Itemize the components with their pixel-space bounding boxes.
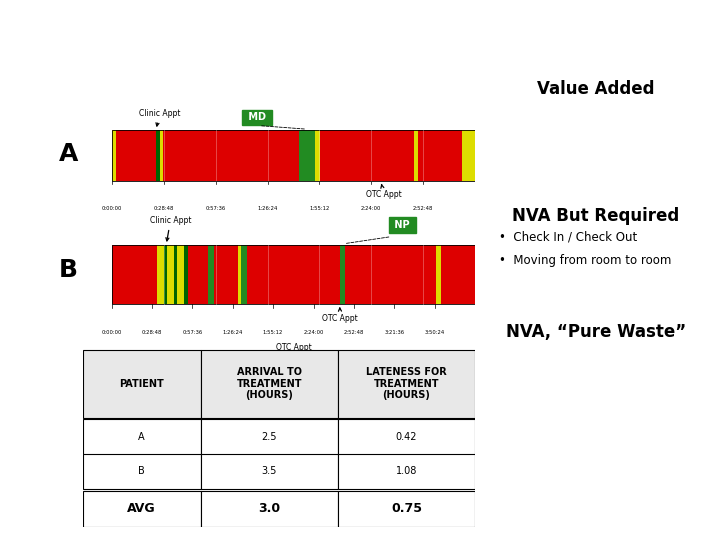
Text: 2.5: 2.5 [261,432,277,442]
Text: PATIENT: PATIENT [120,379,164,389]
Bar [214,245,238,304]
Bar [338,349,475,418]
Text: 0:28:48: 0:28:48 [153,206,174,211]
Text: 0.75: 0.75 [391,502,422,515]
Bar [247,245,340,304]
Text: OTC Appt: OTC Appt [366,185,402,199]
Bar [112,245,475,304]
Text: •  Moving from room to room: • Moving from room to room [499,253,672,267]
Text: 0:28:48: 0:28:48 [142,330,162,335]
Bar [207,245,214,304]
Bar [441,245,475,304]
Bar [156,130,158,181]
Bar [163,245,167,304]
Text: A: A [59,142,78,166]
Text: AVG: AVG [127,502,156,515]
Text: 1:26:24: 1:26:24 [222,330,243,335]
Text: 3:21:36: 3:21:36 [384,330,405,335]
Bar [241,245,247,304]
Bar [238,245,241,304]
Text: 3:50:24: 3:50:24 [425,330,445,335]
Text: 0:00:00: 0:00:00 [102,206,122,211]
Bar [436,245,441,304]
Bar [83,349,201,418]
Text: •  Needle into Port: • Needle into Port [499,148,608,162]
Text: NP: NP [392,220,413,230]
Bar [462,130,475,181]
Text: B: B [59,258,78,282]
Bar [414,130,418,181]
Text: 3.0: 3.0 [258,502,280,515]
Bar [320,130,414,181]
Text: •  MD consult: • MD consult [499,128,580,141]
Text: 2:24:00: 2:24:00 [361,206,382,211]
Text: 0:57:36: 0:57:36 [182,330,202,335]
Text: Clinic Appt: Clinic Appt [139,109,181,126]
Bar [188,245,207,304]
Text: B: B [138,467,145,476]
Text: •  Waiting for Check In: • Waiting for Check In [499,348,633,361]
Text: LATENESS FOR
TREATMENT
(HOURS): LATENESS FOR TREATMENT (HOURS) [366,367,447,400]
Text: Clinic Appt: Clinic Appt [150,216,192,241]
Text: 1:55:12: 1:55:12 [309,206,330,211]
Text: •  Waiting for Treatment: • Waiting for Treatment [499,390,642,403]
Bar [163,130,299,181]
Bar [167,245,174,304]
Bar [112,130,116,181]
Bar [157,245,163,304]
Bar [338,491,475,526]
Text: 0:57:36: 0:57:36 [205,206,225,211]
Bar [83,420,201,455]
Text: A: A [138,432,145,442]
Bar [112,245,157,304]
Bar [160,130,163,181]
Text: NVA, “Pure Waste”: NVA, “Pure Waste” [505,323,686,341]
Text: OTC Appt: OTC Appt [276,343,311,352]
Bar [201,454,338,489]
Bar [158,130,160,181]
Bar [177,245,184,304]
Text: NVA But Required: NVA But Required [512,207,680,225]
Text: 0.42: 0.42 [396,432,418,442]
Text: Value Added: Value Added [537,80,654,98]
Text: 1.08: 1.08 [396,467,417,476]
Text: OTC Appt: OTC Appt [323,308,359,323]
Bar [174,245,177,304]
Bar [418,130,462,181]
Text: 2:52:48: 2:52:48 [413,206,433,211]
Bar [315,130,320,181]
Bar [201,420,338,455]
Text: Outpatient Oncology Patient “Flow”: Outpatient Oncology Patient “Flow” [13,22,608,50]
Bar [116,130,156,181]
Text: 3.5: 3.5 [261,467,277,476]
Text: 2:24:00: 2:24:00 [304,330,324,335]
Text: 2:52:48: 2:52:48 [344,330,364,335]
Text: •  Waiting for MD: • Waiting for MD [499,369,601,382]
Bar [345,245,436,304]
Bar [338,420,475,455]
Bar [338,454,475,489]
Bar [201,491,338,526]
Bar [340,245,345,304]
Text: •  Check In / Check Out: • Check In / Check Out [499,231,637,244]
Bar [112,130,475,181]
Bar [299,130,315,181]
Bar [83,491,201,526]
Text: ARRIVAL TO
TREATMENT
(HOURS): ARRIVAL TO TREATMENT (HOURS) [236,367,302,400]
Text: 1:55:12: 1:55:12 [263,330,283,335]
Text: MD: MD [245,112,269,123]
Bar [184,245,188,304]
Bar [201,349,338,418]
Text: 1:26:24: 1:26:24 [257,206,278,211]
Text: 0:00:00: 0:00:00 [102,330,122,335]
Text: •  Blood drawn: • Blood drawn [499,107,588,120]
Bar [83,454,201,489]
